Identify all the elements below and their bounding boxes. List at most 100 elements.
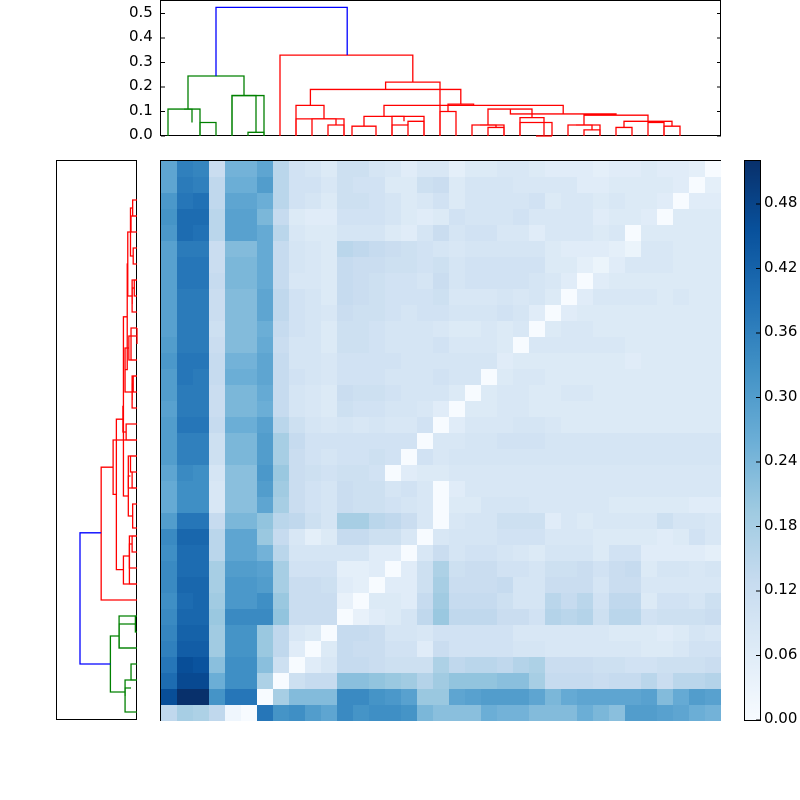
heatmap-cell (353, 529, 369, 545)
heatmap-cell (641, 241, 657, 257)
heatmap-cell (417, 609, 433, 625)
heatmap-cell (337, 385, 353, 401)
heatmap-cell (401, 705, 417, 721)
heatmap-cell (337, 225, 353, 241)
heatmap-cell (593, 497, 609, 513)
heatmap-cell (497, 369, 513, 385)
heatmap-cell (417, 161, 433, 177)
heatmap-cell (593, 177, 609, 193)
heatmap-cell (289, 609, 305, 625)
heatmap-cell (401, 529, 417, 545)
heatmap-cell (353, 369, 369, 385)
heatmap-cell (497, 593, 513, 609)
dendrogram-link (132, 199, 137, 217)
dendrogram-link (327, 124, 345, 136)
heatmap-cell (433, 529, 449, 545)
heatmap-cell (465, 545, 481, 561)
heatmap-cell (401, 289, 417, 305)
heatmap-cell (529, 641, 545, 657)
heatmap-cell (417, 305, 433, 321)
heatmap-cell (449, 177, 465, 193)
dendrogram-link (133, 279, 137, 297)
heatmap-cell (609, 433, 625, 449)
dendrogram-link (122, 555, 137, 585)
heatmap-cell (209, 273, 225, 289)
heatmap-cell (369, 385, 385, 401)
heatmap-cell (417, 257, 433, 273)
heatmap-cell (577, 241, 593, 257)
heatmap-cell (577, 401, 593, 417)
heatmap-cell (369, 657, 385, 673)
heatmap-cell (321, 673, 337, 689)
heatmap-cell (353, 417, 369, 433)
heatmap-cell (385, 369, 401, 385)
heatmap-cell (529, 161, 545, 177)
heatmap-cell (177, 401, 193, 417)
heatmap-cell (465, 321, 481, 337)
heatmap-cell (385, 449, 401, 465)
heatmap-cell (177, 465, 193, 481)
heatmap-cell (225, 241, 241, 257)
heatmap-cell (161, 353, 177, 369)
heatmap-cell (209, 497, 225, 513)
heatmap-cell (177, 385, 193, 401)
heatmap-cell (209, 593, 225, 609)
heatmap-cell (577, 385, 593, 401)
heatmap-cell (177, 561, 193, 577)
dendrogram-link (124, 679, 137, 713)
heatmap-cell (385, 177, 401, 193)
dendrogram-link (125, 423, 137, 441)
heatmap-cell (257, 593, 273, 609)
heatmap-cell (657, 353, 673, 369)
heatmap-cell (497, 673, 513, 689)
dendrogram-link (130, 663, 137, 681)
heatmap-cell (177, 305, 193, 321)
heatmap-cell (497, 401, 513, 417)
heatmap-cell (433, 305, 449, 321)
heatmap-cell (625, 305, 641, 321)
heatmap-cell (353, 337, 369, 353)
heatmap-cell (641, 337, 657, 353)
heatmap-cell (449, 321, 465, 337)
heatmap-cell (577, 305, 593, 321)
heatmap-cell (449, 529, 465, 545)
heatmap-cell (705, 593, 721, 609)
heatmap-cell (257, 625, 273, 641)
heatmap-cell (257, 177, 273, 193)
heatmap-cell (529, 289, 545, 305)
heatmap-cell (385, 289, 401, 305)
heatmap-cell (481, 369, 497, 385)
heatmap-cell (529, 657, 545, 673)
heatmap-cell (593, 241, 609, 257)
dendrogram-link (231, 94, 265, 136)
heatmap-cell (433, 705, 449, 721)
heatmap-cell (305, 385, 321, 401)
heatmap-cell (609, 369, 625, 385)
heatmap-cell (353, 481, 369, 497)
heatmap-cell (593, 449, 609, 465)
heatmap-cell (545, 689, 561, 705)
colorbar-gradient (745, 161, 760, 720)
heatmap-cell (209, 577, 225, 593)
heatmap-cell (433, 225, 449, 241)
heatmap-cell (689, 257, 705, 273)
heatmap-cell (641, 177, 657, 193)
heatmap-cell (481, 593, 497, 609)
heatmap-cell (225, 593, 241, 609)
heatmap-cell (609, 273, 625, 289)
heatmap-cell (561, 449, 577, 465)
heatmap-cell (369, 401, 385, 417)
heatmap-cell (657, 561, 673, 577)
heatmap-cell (529, 577, 545, 593)
heatmap-cell (241, 529, 257, 545)
dendrogram-link (647, 121, 665, 136)
heatmap-cell (353, 609, 369, 625)
heatmap-cell (225, 337, 241, 353)
dendrogram-link (118, 615, 137, 649)
heatmap-cell (305, 305, 321, 321)
heatmap-cell (689, 481, 705, 497)
heatmap-cell (161, 305, 177, 321)
heatmap-cell (321, 369, 337, 385)
heatmap-cell (417, 337, 433, 353)
heatmap-cell (625, 353, 641, 369)
